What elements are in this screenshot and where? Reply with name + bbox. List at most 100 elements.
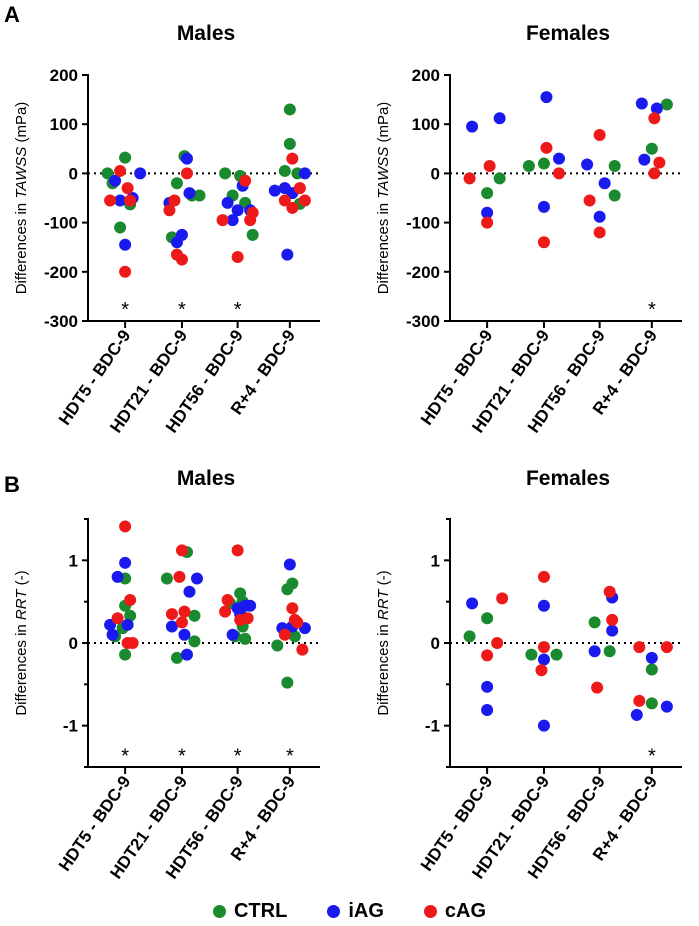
series-iag (109, 152, 311, 261)
data-point (246, 228, 259, 241)
data-point (603, 645, 616, 658)
data-point (293, 182, 306, 195)
data-point (540, 91, 553, 104)
plot-males-tawss: Males -300 -200 -100 0 100 200 Differences in T… (13, 22, 320, 436)
data-point (226, 214, 239, 227)
data-point (581, 158, 594, 171)
data-point (603, 585, 616, 598)
significance-marker: * (178, 299, 186, 321)
data-point (650, 102, 663, 115)
data-point (298, 167, 311, 180)
legend-item-ctrl: CTRL (212, 899, 288, 923)
data-point (583, 194, 596, 207)
figure: A B Males-300-200-1000100200Differences … (4, 2, 682, 882)
data-point (591, 681, 604, 694)
y-tick-label: -100 (44, 214, 78, 233)
data-point (550, 648, 563, 661)
data-point (283, 558, 296, 571)
data-point (540, 141, 553, 154)
y-tick-label: 100 (412, 115, 440, 134)
data-point (598, 177, 611, 190)
data-point (537, 653, 550, 666)
data-point (124, 594, 137, 607)
data-point (119, 648, 132, 661)
y-axis-label-unit: (mPa) (13, 102, 30, 147)
data-point (109, 174, 122, 187)
data-point (119, 265, 132, 278)
data-point (648, 167, 661, 180)
data-point (552, 167, 565, 180)
y-axis-label: Differences in RRT (-) (375, 570, 392, 715)
significance-marker: * (234, 299, 242, 321)
legend-label-cag: cAG (444, 899, 486, 922)
data-point (493, 112, 506, 125)
data-point (288, 613, 301, 626)
y-tick-label: -1 (63, 717, 78, 736)
data-point (188, 635, 201, 648)
y-axis-label-metric: RRT (13, 588, 30, 620)
data-point (106, 628, 119, 641)
data-point (193, 189, 206, 202)
data-point (221, 594, 234, 607)
data-point (537, 599, 550, 612)
data-point (537, 236, 550, 249)
significance-marker: * (286, 745, 294, 767)
data-point (121, 182, 134, 195)
y-tick-label: 100 (50, 115, 78, 134)
chart-title: Females (526, 22, 610, 45)
data-point (168, 194, 181, 207)
data-point (219, 167, 232, 180)
data-point (535, 664, 548, 677)
significance-marker: * (648, 745, 656, 767)
data-point (635, 97, 648, 110)
data-point (466, 120, 479, 133)
data-point (219, 605, 232, 618)
data-point (645, 142, 658, 155)
series-ctrl (463, 612, 658, 710)
data-point (175, 544, 188, 557)
data-point (481, 216, 494, 229)
legend-label-ctrl: CTRL (233, 899, 288, 922)
data-point (221, 196, 234, 209)
data-point (114, 164, 127, 177)
data-point (178, 628, 191, 641)
data-point (175, 616, 188, 629)
data-point (183, 585, 196, 598)
data-point (173, 570, 186, 583)
panel-label-a: A (4, 2, 20, 27)
data-point (286, 201, 299, 214)
data-point (463, 172, 476, 185)
data-point (281, 248, 294, 261)
data-point (630, 708, 643, 721)
series-cag (104, 152, 311, 278)
y-axis-label: Differences in TAWSS (mPa) (375, 102, 392, 295)
y-axis-label-unit: (-) (375, 570, 392, 589)
y-tick-label: -100 (406, 214, 440, 233)
data-point (180, 648, 193, 661)
data-point (180, 167, 193, 180)
y-axis-label: Differences in RRT (-) (13, 570, 30, 715)
series-iag (466, 591, 673, 732)
data-point (190, 572, 203, 585)
legend-label-iag: iAG (348, 899, 384, 922)
data-point (231, 544, 244, 557)
y-tick-label: -200 (44, 263, 78, 282)
y-tick-label: 0 (431, 164, 440, 183)
data-point (271, 639, 284, 652)
data-point (588, 616, 601, 629)
series-cag (481, 570, 673, 707)
data-point (606, 624, 619, 637)
data-point (491, 637, 504, 649)
data-point (165, 620, 178, 633)
data-point (111, 612, 124, 625)
legend-marker-cag (423, 904, 437, 918)
data-point (121, 618, 134, 631)
data-point (537, 157, 550, 170)
y-tick-label: 0 (69, 634, 78, 653)
data-point (537, 719, 550, 732)
y-axis-label-metric: RRT (375, 588, 392, 620)
data-point (481, 680, 494, 693)
y-tick-label: 1 (431, 551, 440, 570)
y-tick-label: -1 (425, 717, 440, 736)
data-point (278, 628, 291, 641)
